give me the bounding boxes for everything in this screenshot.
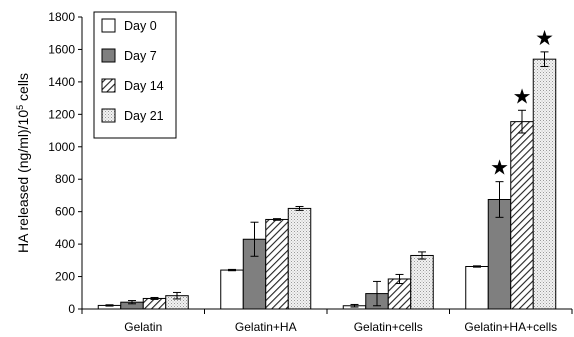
bar-1-3 (142, 297, 167, 310)
x-category-label: Gelatin+HA+cells (464, 320, 557, 334)
y-tick-label: 1800 (48, 10, 75, 24)
bar-2-1 (220, 269, 244, 310)
y-tick-label: 0 (68, 302, 75, 316)
bar-2-3 (265, 218, 289, 310)
y-tick-label: 800 (55, 172, 75, 186)
x-categories: Gelatin Gelatin+HA Gelatin+cells Gelatin+HA… (81, 309, 573, 334)
y-axis-title: HA released (ng/ml)/105 cells (15, 73, 31, 253)
y-tick-label: 1000 (48, 140, 75, 154)
x-category-label: Gelatin+cells (354, 320, 423, 334)
bar-4-4 (532, 58, 557, 310)
bar-4-1 (465, 265, 489, 310)
x-category-label: Gelatin+HA (235, 320, 297, 334)
legend-swatch (101, 18, 116, 33)
bar-3-4 (410, 254, 434, 310)
legend-label: Day 21 (124, 109, 164, 123)
y-tick-label: 1200 (48, 107, 75, 121)
legend-label: Day 7 (124, 49, 157, 63)
bar-2-4 (287, 207, 312, 310)
legend-swatch (101, 48, 116, 63)
legend: Day 0 Day 7 Day 14 Day 21 (93, 11, 177, 139)
legend-label: Day 14 (124, 79, 164, 93)
significance-star: ★ (535, 26, 554, 50)
bars (97, 51, 557, 310)
y-tick-label: 400 (55, 237, 75, 251)
y-ticks: 0 200 400 600 800 1000 1200 1400 1600 1800 (48, 10, 82, 316)
y-tick-label: 200 (55, 270, 75, 284)
significance-star: ★ (490, 156, 509, 180)
y-tick-label: 1400 (48, 75, 75, 89)
legend-swatch (101, 78, 116, 93)
legend-swatch (101, 108, 116, 123)
significance-star: ★ (513, 84, 532, 108)
legend-label: Day 0 (124, 19, 157, 33)
y-tick-label: 1600 (48, 42, 75, 56)
bar-4-3 (510, 121, 534, 310)
y-tick-label: 600 (55, 205, 75, 219)
significance-markers: ★ ★ ★ (490, 26, 554, 180)
x-category-label: Gelatin (124, 320, 162, 334)
